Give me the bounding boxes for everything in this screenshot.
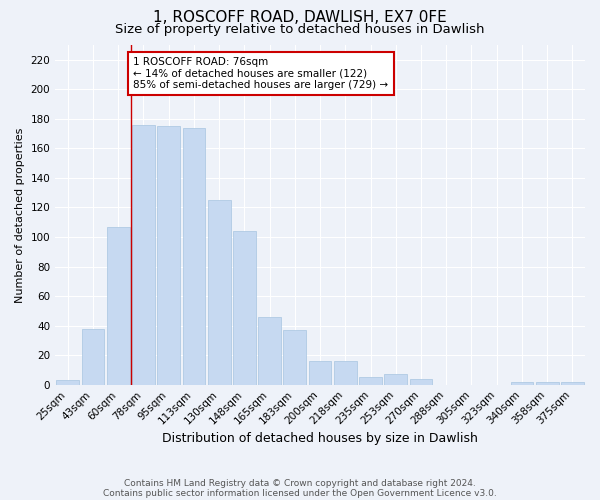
X-axis label: Distribution of detached houses by size in Dawlish: Distribution of detached houses by size … <box>162 432 478 445</box>
Bar <box>334 361 356 384</box>
Bar <box>511 382 533 384</box>
Bar <box>359 378 382 384</box>
Bar <box>283 330 306 384</box>
Bar <box>107 226 130 384</box>
Y-axis label: Number of detached properties: Number of detached properties <box>15 127 25 302</box>
Bar <box>410 379 433 384</box>
Bar <box>385 374 407 384</box>
Text: Contains HM Land Registry data © Crown copyright and database right 2024.: Contains HM Land Registry data © Crown c… <box>124 478 476 488</box>
Bar <box>157 126 180 384</box>
Bar <box>536 382 559 384</box>
Text: 1, ROSCOFF ROAD, DAWLISH, EX7 0FE: 1, ROSCOFF ROAD, DAWLISH, EX7 0FE <box>153 10 447 25</box>
Text: Contains public sector information licensed under the Open Government Licence v3: Contains public sector information licen… <box>103 488 497 498</box>
Text: 1 ROSCOFF ROAD: 76sqm
← 14% of detached houses are smaller (122)
85% of semi-det: 1 ROSCOFF ROAD: 76sqm ← 14% of detached … <box>133 57 389 90</box>
Bar <box>309 361 331 384</box>
Bar <box>561 382 584 384</box>
Bar <box>132 125 155 384</box>
Bar <box>82 328 104 384</box>
Bar <box>56 380 79 384</box>
Bar <box>208 200 230 384</box>
Bar <box>258 317 281 384</box>
Bar <box>182 128 205 384</box>
Bar <box>233 231 256 384</box>
Text: Size of property relative to detached houses in Dawlish: Size of property relative to detached ho… <box>115 22 485 36</box>
